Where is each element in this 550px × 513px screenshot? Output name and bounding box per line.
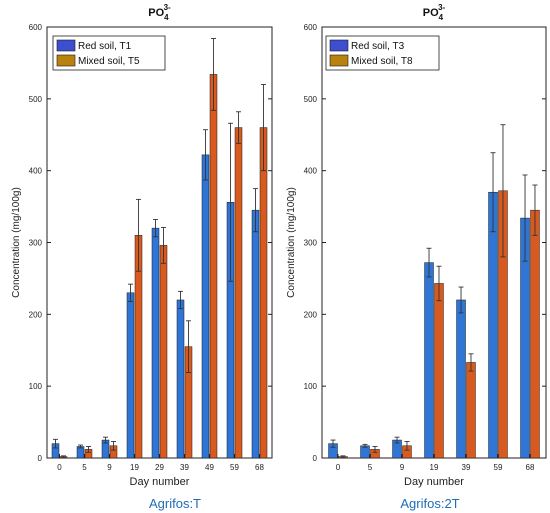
x-tick-label: 19	[430, 463, 439, 472]
plot-area	[46, 26, 273, 459]
y-tick-label: 600	[29, 23, 43, 32]
title-main: PO	[148, 7, 164, 19]
legend-swatch	[56, 54, 76, 67]
x-tick-label: 5	[368, 463, 373, 472]
x-axis-label: Day number	[404, 476, 464, 488]
y-tick-label: 300	[304, 239, 318, 248]
bar	[424, 262, 434, 459]
panel-caption: Agrifos:T	[149, 496, 201, 511]
panel-caption: Agrifos:2T	[400, 496, 459, 511]
legend-label: Red soil, T1	[78, 41, 132, 52]
title-superscript: 3-	[164, 3, 171, 12]
y-tick-label: 400	[304, 167, 318, 176]
y-tick-label: 500	[29, 95, 43, 104]
bar	[126, 292, 135, 459]
x-tick-label: 19	[130, 463, 139, 472]
title-subscript: 4	[439, 13, 444, 22]
legend-swatch	[329, 39, 349, 52]
bar	[456, 299, 466, 459]
title-subscript: 4	[164, 13, 169, 22]
x-tick-label: 59	[230, 463, 239, 472]
y-tick-label: 400	[29, 167, 43, 176]
y-tick-label: 0	[38, 454, 43, 463]
bar	[259, 127, 268, 459]
x-tick-label: 9	[400, 463, 405, 472]
x-tick-label: 5	[82, 463, 87, 472]
bar	[251, 209, 260, 459]
title-main: PO	[423, 7, 439, 19]
chart-title: PO43-	[423, 3, 446, 22]
y-tick-label: 0	[313, 454, 318, 463]
bar	[434, 283, 444, 459]
x-tick-label: 39	[462, 463, 471, 472]
y-tick-label: 100	[304, 382, 318, 391]
chart-title: PO43-	[148, 3, 171, 22]
x-tick-label: 0	[336, 463, 341, 472]
bar	[176, 299, 185, 459]
legend-label: Red soil, T3	[351, 41, 405, 52]
legend: Red soil, T1 Mixed soil, T5	[52, 35, 166, 71]
x-tick-label: 49	[205, 463, 214, 472]
plot-area	[321, 26, 547, 459]
y-tick-label: 500	[304, 95, 318, 104]
x-tick-label: 39	[180, 463, 189, 472]
legend-label: Mixed soil, T8	[351, 56, 413, 67]
bar	[530, 209, 540, 459]
x-tick-label: 59	[494, 463, 503, 472]
bar	[466, 362, 476, 459]
y-axis-label: Concentration (mg/100g)	[286, 187, 297, 298]
legend: Red soil, T3 Mixed soil, T8	[325, 35, 440, 71]
bar	[234, 127, 243, 459]
y-tick-label: 200	[304, 310, 318, 319]
x-tick-label: 29	[155, 463, 164, 472]
bar	[151, 227, 160, 459]
y-tick-label: 200	[29, 310, 43, 319]
x-tick-label: 9	[107, 463, 112, 472]
y-tick-label: 300	[29, 239, 43, 248]
x-tick-label: 68	[255, 463, 264, 472]
legend-swatch	[56, 39, 76, 52]
y-tick-label: 600	[304, 23, 318, 32]
x-axis-label: Day number	[130, 476, 190, 488]
x-tick-label: 0	[57, 463, 62, 472]
legend-label: Mixed soil, T5	[78, 56, 140, 67]
legend-swatch	[329, 54, 349, 67]
title-superscript: 3-	[438, 3, 445, 12]
bar	[201, 154, 210, 459]
y-tick-label: 100	[29, 382, 43, 391]
bar	[159, 245, 168, 459]
y-axis-label: Concentration (mg/100g)	[11, 187, 22, 298]
bar	[209, 74, 218, 459]
x-tick-label: 68	[526, 463, 535, 472]
